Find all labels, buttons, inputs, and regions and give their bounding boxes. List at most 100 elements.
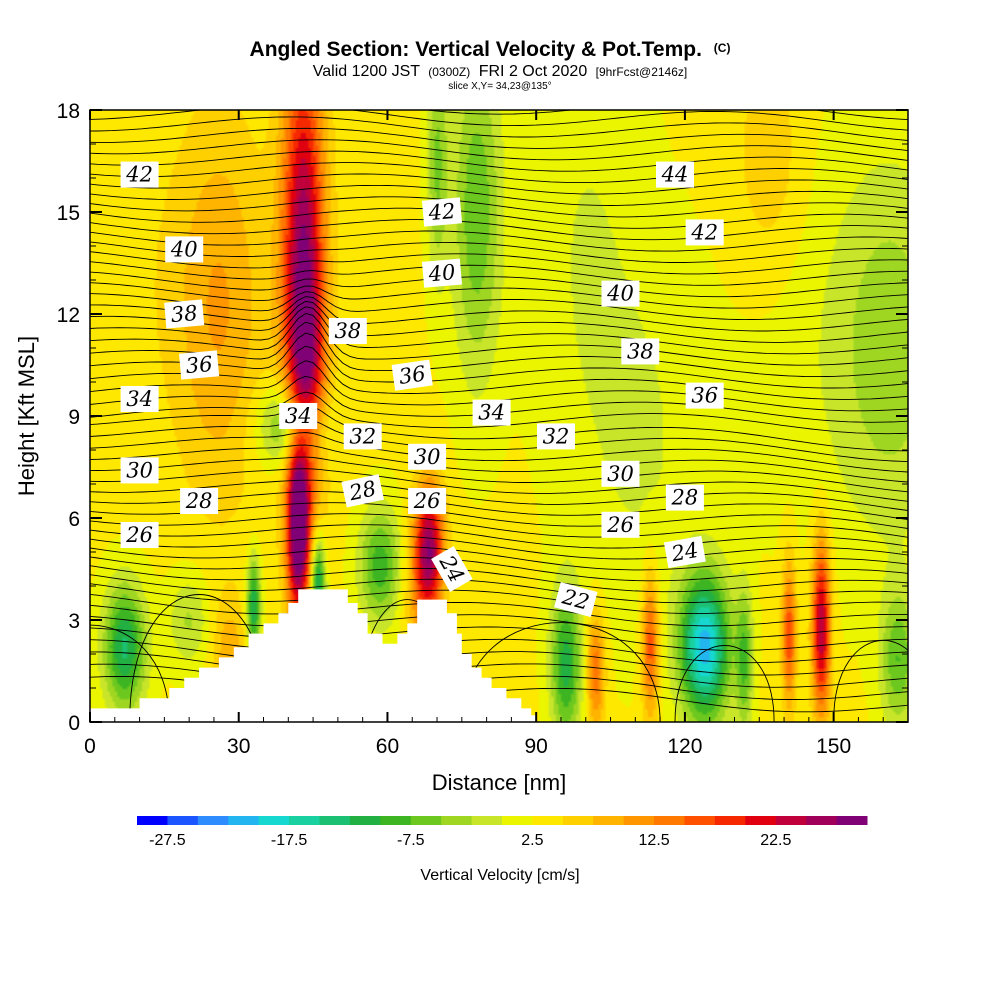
theta-contour-line (674, 645, 775, 722)
theta-contour-line (90, 418, 908, 463)
theta-contour-line (90, 556, 908, 582)
theta-contour-line (90, 139, 908, 161)
colorbar-swatch (410, 816, 442, 825)
theta-label-text: 40 (606, 282, 634, 306)
theta-label-text: 32 (349, 424, 376, 448)
theta-label-text: 40 (170, 237, 198, 261)
theta-label-text: 36 (397, 361, 427, 388)
theta-label-box (685, 382, 724, 409)
theta-label: 34 (472, 399, 511, 426)
colorbar-swatch (623, 816, 655, 825)
theta-contour-line (90, 251, 908, 275)
y-tick-label: 9 (68, 406, 80, 429)
subtitle-prefix: Valid 1200 JST (313, 63, 421, 80)
theta-label-box (421, 258, 463, 288)
theta-label-box (665, 484, 704, 511)
colorbar-swatch (806, 816, 838, 825)
theta-label-text: 28 (671, 486, 699, 510)
x-axis-label: Distance [nm] (432, 770, 567, 795)
theta-label-box (537, 423, 575, 450)
theta-label-text: 40 (427, 260, 457, 286)
theta-contour-line (90, 546, 908, 571)
chart-subtitle: Valid 1200 JST (0300Z) FRI 2 Oct 2020 [9… (313, 63, 687, 80)
theta-contour-line (90, 282, 908, 309)
theta-label-text: 38 (170, 301, 199, 327)
theta-contour-line (90, 313, 908, 366)
theta-label-text: 30 (414, 445, 441, 469)
theta-label: 34 (120, 386, 159, 412)
slice-info: slice X,Y= 34,23@135° (448, 81, 551, 92)
theta-label-box (601, 460, 640, 487)
theta-label-text: 44 (661, 163, 689, 187)
x-axis: 0 30 60 90 120 150 (84, 110, 884, 758)
theta-label-text: 26 (413, 489, 441, 513)
theta-contour-line (90, 241, 908, 263)
theta-contour-line (90, 565, 908, 593)
subtitle-utc: (0300Z) (428, 65, 470, 79)
colorbar-swatch (502, 816, 533, 825)
theta-label-box (120, 522, 159, 548)
theta-contour-line (90, 479, 908, 511)
theta-label: 44 (656, 161, 694, 188)
subtitle-forecast: [9hrFcst@2146z] (596, 65, 688, 79)
colorbar-swatch (319, 816, 351, 825)
theta-label-box (341, 474, 384, 508)
theta-label: 26 (120, 522, 159, 548)
y-tick-label: 15 (57, 202, 80, 225)
theta-contour-line (90, 306, 908, 355)
theta-contour-line (90, 207, 908, 229)
theta-label-text: 26 (125, 523, 153, 547)
plot-area: 42 44 42 40 42 40 40 38 38 38 36 36 36 34 34 34 32 32 30 30… (90, 110, 908, 722)
theta-contour-line (90, 456, 908, 493)
theta-contour-line (90, 593, 908, 627)
colorbar-tick-label: -27.5 (149, 832, 186, 849)
theta-label-box (472, 399, 511, 426)
theta-label-box (408, 443, 447, 470)
x-tick-label: 0 (84, 735, 96, 758)
x-tick-label: 60 (376, 735, 399, 758)
theta-label-box (431, 546, 473, 592)
colorbar-tick-label: -7.5 (397, 832, 425, 849)
theta-label-text: 36 (185, 352, 214, 378)
y-tick-label: 0 (68, 712, 80, 735)
theta-label-box (554, 582, 598, 618)
theta-label-text: 28 (346, 476, 378, 505)
theta-label-text: 36 (691, 384, 718, 408)
chart-title-text: Angled Section: Vertical Velocity & Pot.… (250, 38, 702, 61)
theta-contour-line (90, 332, 908, 389)
theta-label: 36 (391, 359, 433, 391)
theta-contour-line (90, 468, 908, 502)
theta-label-text: 28 (185, 489, 213, 513)
theta-contour-labels: 42 44 42 40 42 40 40 38 38 38 36 36 36 34 34 34 32 32 30 30… (120, 161, 724, 618)
theta-label: 36 (685, 382, 724, 409)
theta-contour-line (90, 271, 908, 298)
theta-label-text: 38 (334, 319, 361, 343)
theta-label: 38 (621, 338, 660, 365)
theta-label-box (663, 535, 706, 569)
theta-contour-line (423, 110, 908, 121)
theta-label-text: 24 (669, 538, 700, 566)
theta-label-box (120, 386, 159, 412)
theta-label: 28 (180, 488, 219, 514)
theta-contour-line (833, 639, 908, 722)
theta-label: 38 (328, 318, 367, 344)
colorbar (137, 816, 868, 825)
theta-label-text: 42 (427, 199, 457, 225)
theta-label-box (180, 488, 219, 514)
colorbar-swatch (380, 816, 412, 825)
theta-label-box (120, 457, 159, 484)
theta-contour-line (90, 321, 908, 378)
colorbar-swatch (654, 816, 685, 825)
colorbar-tick-label: 2.5 (521, 832, 543, 849)
theta-contour-line (90, 627, 908, 664)
theta-label: 32 (537, 423, 575, 450)
colorbar-swatch (714, 816, 746, 825)
x-tick-label: 30 (227, 735, 250, 758)
chart-title-copyright: (C) (714, 41, 731, 55)
colorbar-tick-label: -17.5 (271, 832, 308, 849)
theta-label-text: 30 (607, 462, 634, 486)
theta-label: 28 (341, 474, 384, 508)
theta-contour-line (90, 639, 908, 676)
colorbar-swatch (471, 816, 503, 825)
theta-label-box (685, 219, 724, 246)
